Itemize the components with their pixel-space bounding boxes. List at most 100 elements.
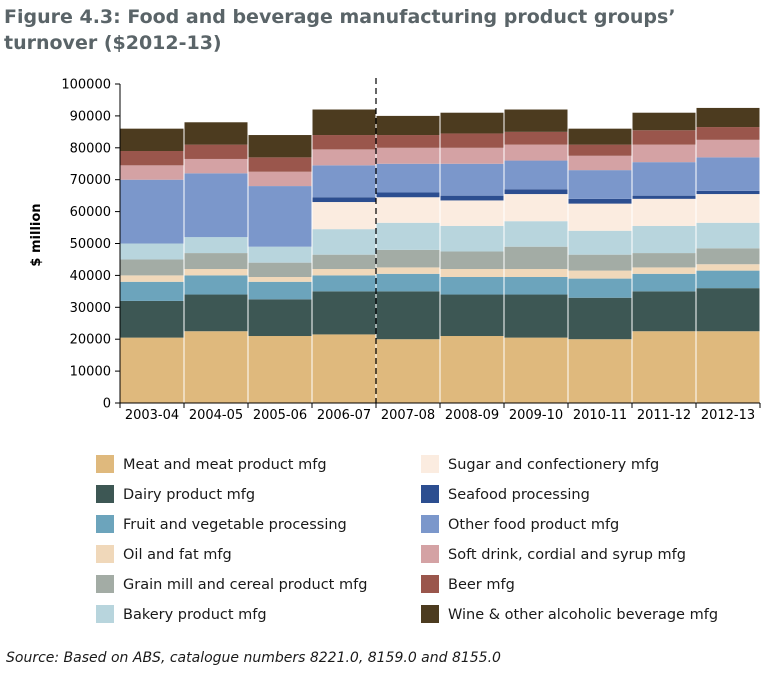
bar-segment xyxy=(504,221,568,247)
bar-segment xyxy=(440,112,504,134)
bar-segment xyxy=(696,139,760,158)
legend-swatch xyxy=(96,605,114,623)
bar-segment xyxy=(568,155,632,171)
legend-swatch xyxy=(421,575,439,593)
x-tick-label: 2004-05 xyxy=(189,408,243,423)
bar-segment xyxy=(568,278,632,298)
bar-segment xyxy=(120,275,184,282)
bar-segment xyxy=(440,225,504,252)
bar-segment xyxy=(504,276,568,295)
bar-segment xyxy=(184,294,248,332)
bar-segment xyxy=(376,192,440,198)
legend-swatch xyxy=(421,485,439,503)
bar-segment xyxy=(632,144,696,163)
y-tick-label: 0 xyxy=(103,397,111,412)
bar-segment xyxy=(504,294,568,338)
x-tick-label: 2012-13 xyxy=(701,408,755,423)
bar-segment xyxy=(696,331,760,403)
legend-swatch xyxy=(96,545,114,563)
x-tick-label: 2009-10 xyxy=(509,408,563,423)
bar-segment xyxy=(568,144,632,156)
bar-segment xyxy=(120,281,184,301)
legend-swatch xyxy=(96,575,114,593)
bar-segment xyxy=(632,291,696,332)
bar-segment xyxy=(632,112,696,131)
bar-segment xyxy=(184,331,248,403)
y-tick-label: 50000 xyxy=(70,237,111,252)
bar-segment xyxy=(248,299,312,337)
bar-segment xyxy=(696,107,760,128)
bar-segment xyxy=(504,337,568,403)
bar-segment xyxy=(376,135,440,148)
bar-segment xyxy=(312,197,376,203)
bar-segment xyxy=(504,246,568,270)
bar-segment xyxy=(440,195,504,201)
bar-segment xyxy=(120,165,184,180)
bar-segment xyxy=(568,270,632,279)
legend-label: Bakery product mfg xyxy=(123,607,267,623)
legend-label: Wine & other alcoholic beverage mfg xyxy=(448,607,718,623)
x-tick-label: 2010-11 xyxy=(573,408,627,423)
bar-segment xyxy=(184,275,248,295)
legend-swatch xyxy=(421,455,439,473)
bars xyxy=(120,107,760,403)
bar-segment xyxy=(184,122,248,145)
legend-swatch xyxy=(96,515,114,533)
legend-label: Fruit and vegetable processing xyxy=(123,517,347,533)
legend-swatch xyxy=(421,545,439,563)
bar-segment xyxy=(504,189,568,195)
bar-segment xyxy=(376,197,440,223)
source-note: Source: Based on ABS, catalogue numbers … xyxy=(6,650,501,666)
x-axis-ticks: 2003-04 2004-05 2005-06 2006-07 2007-08 2008-… xyxy=(119,403,761,423)
bar-segment xyxy=(568,170,632,199)
bar-segment xyxy=(184,144,248,159)
bar-segment xyxy=(568,128,632,145)
bar-segment xyxy=(440,336,504,403)
legend-swatch xyxy=(421,515,439,533)
bar-segment xyxy=(632,253,696,268)
bar-segment xyxy=(440,200,504,226)
bar-segment xyxy=(440,163,504,196)
bar-segment xyxy=(504,160,568,190)
bar-segment xyxy=(248,171,312,187)
bar-segment xyxy=(376,339,440,403)
legend-swatch xyxy=(421,605,439,623)
bar-segment xyxy=(568,297,632,340)
bar-segment xyxy=(248,135,312,158)
bar-segment xyxy=(376,147,440,164)
bar-segment xyxy=(312,135,376,150)
bar-segment xyxy=(440,147,504,164)
bar-segment xyxy=(632,198,696,226)
y-tick-label: 20000 xyxy=(70,333,111,348)
bar-segment xyxy=(632,162,696,196)
legend-label: Seafood processing xyxy=(448,487,590,503)
bar-segment xyxy=(696,222,760,249)
bar-segment xyxy=(696,264,760,271)
bar-segment xyxy=(120,128,184,151)
y-tick-label: 70000 xyxy=(70,173,111,188)
bar-segment xyxy=(632,273,696,292)
x-tick-label: 2011-12 xyxy=(637,408,691,423)
y-tick-label: 100000 xyxy=(61,78,111,93)
bar-segment xyxy=(120,337,184,403)
stacked-bar-chart: $ million 0 10000 20000 30000 40000 50000 6000… xyxy=(29,78,761,623)
bar-segment xyxy=(696,288,760,332)
y-axis-label: $ million xyxy=(29,203,44,266)
y-tick-label: 90000 xyxy=(70,109,111,124)
bar-segment xyxy=(184,173,248,238)
bar-segment xyxy=(120,243,184,260)
bar-segment xyxy=(376,291,440,340)
legend-label: Sugar and confectionery mfg xyxy=(448,457,659,473)
bar-segment xyxy=(248,186,312,247)
legend-swatch xyxy=(96,455,114,473)
bar-segment xyxy=(312,275,376,292)
bar-segment xyxy=(568,339,632,403)
legend-swatch xyxy=(96,485,114,503)
bar-segment xyxy=(312,334,376,403)
bar-segment xyxy=(696,127,760,140)
bar-segment xyxy=(312,165,376,198)
y-tick-label: 10000 xyxy=(70,365,111,380)
legend: Meat and meat product mfg Dairy product m… xyxy=(96,455,718,623)
bar-segment xyxy=(504,194,568,222)
legend-label: Dairy product mfg xyxy=(123,487,255,503)
